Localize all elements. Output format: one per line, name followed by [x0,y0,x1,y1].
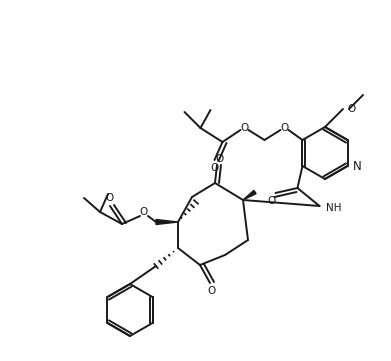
Polygon shape [243,190,256,200]
Text: O: O [267,196,276,206]
Text: O: O [347,104,355,114]
Text: O: O [240,123,249,133]
Text: O: O [140,207,148,217]
Text: O: O [215,154,223,164]
Text: O: O [210,163,219,173]
Text: O: O [280,123,289,133]
Text: N: N [353,160,361,173]
Text: O: O [208,286,216,296]
Text: O: O [106,193,114,203]
Polygon shape [156,219,178,225]
Text: NH: NH [326,203,342,213]
